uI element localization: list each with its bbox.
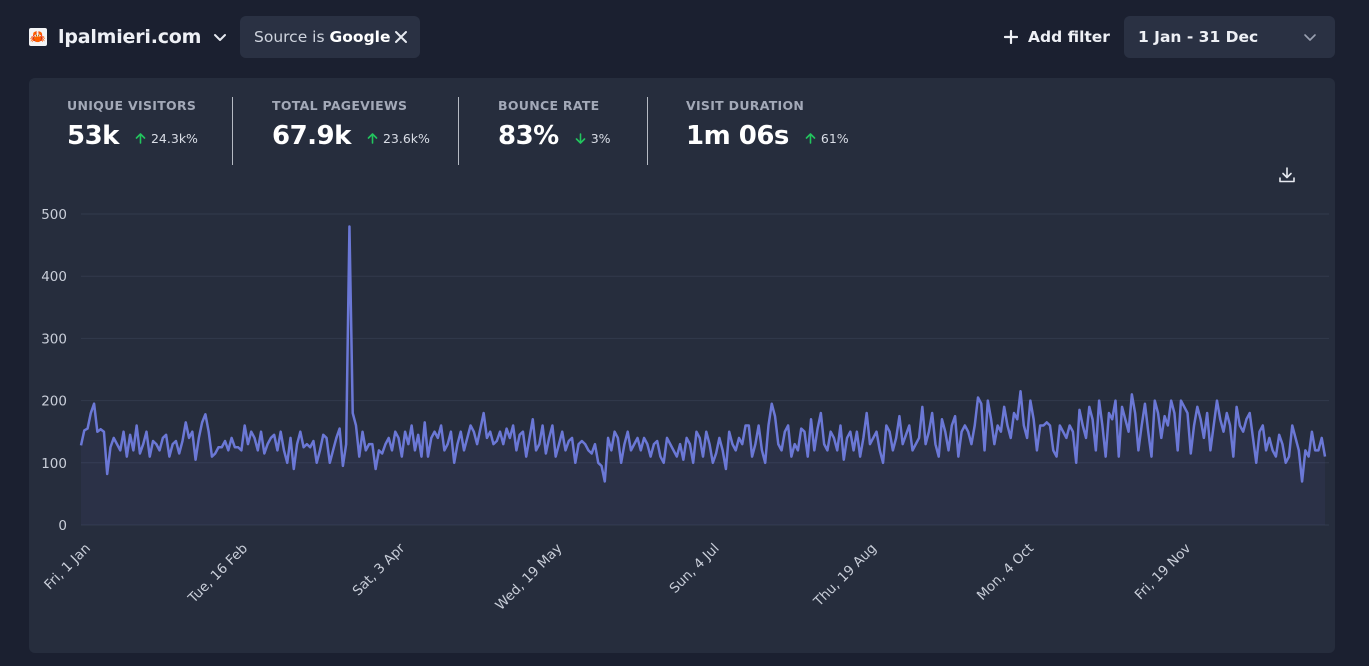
stats-card: UNIQUE VISITORS 53k 24.3k% TOTAL PAGEVIE… <box>29 78 1335 653</box>
stat-change-value: 24.3k% <box>150 131 198 146</box>
stat-bounce-rate[interactable]: BOUNCE RATE 83% 3% <box>498 98 611 168</box>
download-icon[interactable] <box>1277 165 1297 185</box>
site-name: lpalmieri.com <box>58 26 202 48</box>
stat-divider <box>458 97 459 165</box>
stat-visit-duration[interactable]: VISIT DURATION 1m 06s 61% <box>686 98 849 168</box>
y-tick-label: 0 <box>58 518 67 534</box>
stat-value: 53k <box>67 121 119 151</box>
x-tick-label: Tue, 16 Feb <box>185 541 251 607</box>
stat-change: 3% <box>575 131 611 146</box>
top-bar: 🦀 lpalmieri.com Source is Google Add fil… <box>0 0 1369 76</box>
stat-unique-visitors[interactable]: UNIQUE VISITORS 53k 24.3k% <box>67 98 198 168</box>
y-tick-label: 200 <box>41 394 67 410</box>
stat-total-pageviews[interactable]: TOTAL PAGEVIEWS 67.9k 23.6k% <box>272 98 430 168</box>
stat-label: UNIQUE VISITORS <box>67 98 197 113</box>
series-line-visitors[interactable] <box>79 225 1327 483</box>
date-range-picker[interactable]: 1 Jan - 31 Dec <box>1124 16 1335 58</box>
add-filter-button[interactable]: Add filter <box>1004 25 1110 49</box>
y-tick-label: 500 <box>41 207 67 223</box>
x-tick-label: Fri, 1 Jan <box>41 541 94 594</box>
stat-change: 23.6k% <box>367 131 430 146</box>
close-icon[interactable] <box>394 30 408 44</box>
add-filter-label: Add filter <box>1028 28 1110 46</box>
stat-value: 1m 06s <box>686 121 789 151</box>
date-range-label: 1 Jan - 31 Dec <box>1138 28 1259 46</box>
x-tick-label: Thu, 19 Aug <box>810 541 880 611</box>
stat-change-value: 23.6k% <box>382 131 430 146</box>
y-tick-label: 400 <box>41 269 67 285</box>
crab-icon: 🦀 <box>29 28 47 46</box>
y-tick-label: 300 <box>41 331 67 347</box>
y-tick-label: 100 <box>41 456 67 472</box>
x-tick-label: Wed, 19 May <box>492 541 565 614</box>
visitors-line-chart[interactable]: 0 100 200 300 400 500 Fri, 1 Jan Tue, 16 Feb Sat… <box>29 78 1335 653</box>
x-tick-label: Sat, 3 Apr <box>350 540 409 599</box>
x-tick-label: Mon, 4 Oct <box>974 541 1037 604</box>
x-tick-label: Fri, 19 Nov <box>1132 541 1195 604</box>
stat-change-value: 3% <box>590 131 611 146</box>
arrow-up-icon <box>805 133 816 144</box>
stat-change: 24.3k% <box>135 131 198 146</box>
plus-icon <box>1004 30 1018 44</box>
chevron-down-icon <box>214 34 227 41</box>
stat-divider <box>232 97 233 165</box>
arrow-up-icon <box>135 133 146 144</box>
stat-change: 61% <box>805 131 849 146</box>
filter-pill[interactable]: Source is Google <box>240 16 420 58</box>
series-area <box>81 226 1325 525</box>
x-tick-label: Sun, 4 Jul <box>666 541 722 597</box>
stat-value: 67.9k <box>272 121 351 151</box>
stat-value: 83% <box>498 121 559 151</box>
stat-divider <box>647 97 648 165</box>
stat-label: VISIT DURATION <box>686 98 805 113</box>
stat-label: TOTAL PAGEVIEWS <box>272 98 408 113</box>
site-switcher[interactable]: 🦀 lpalmieri.com <box>29 22 227 52</box>
arrow-down-icon <box>575 133 586 144</box>
filter-value: Google <box>329 28 391 46</box>
arrow-up-icon <box>367 133 378 144</box>
stat-change-value: 61% <box>820 131 849 146</box>
stat-label: BOUNCE RATE <box>498 98 600 113</box>
chevron-down-icon <box>1304 34 1316 41</box>
filter-prefix: Source is <box>254 28 325 46</box>
